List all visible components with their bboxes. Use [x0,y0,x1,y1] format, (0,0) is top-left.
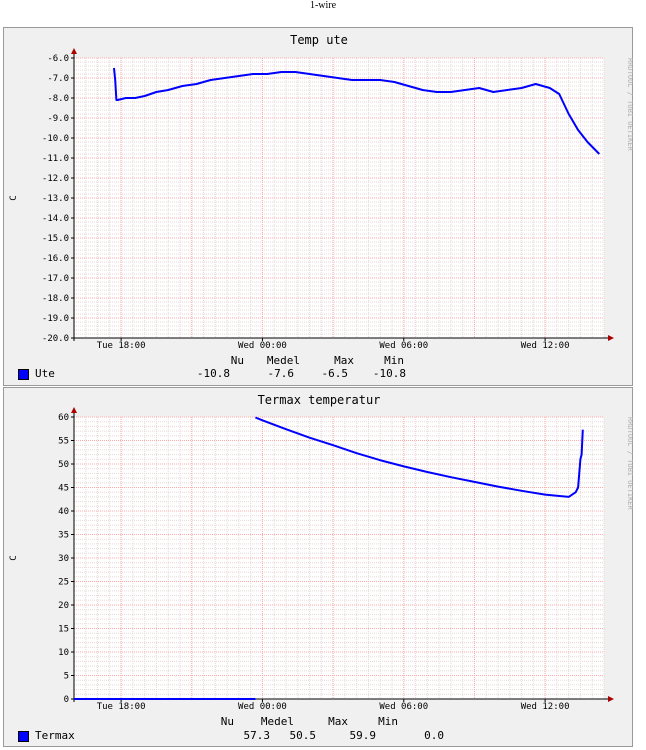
y-tick-label: -12.0 [42,174,69,184]
y-tick-label: 60 [58,413,69,423]
x-tick-label: Wed 12:00 [521,341,570,351]
x-tick-label: Wed 06:00 [379,702,428,712]
y-axis-label: C [9,555,19,560]
y-tick-label: -11.0 [42,154,69,164]
y-tick-label: -8.0 [47,94,69,104]
watermark: RRDTOOL / TOBI OETIKER [626,58,634,152]
y-tick-label: 30 [58,554,69,564]
x-tick-label: Wed 00:00 [238,702,287,712]
stat-header-now: Nu [230,354,244,367]
y-tick-label: -17.0 [42,274,69,284]
stat-header-avg: Medel [266,354,300,367]
y-tick-label: 35 [58,531,69,541]
y-tick-label: -14.0 [42,214,69,224]
y-tick-label: 45 [58,484,69,494]
y-axis-label: C [9,195,19,200]
y-tick-label: -7.0 [47,74,69,84]
legend-label-ute: Ute [35,367,55,380]
chart-title: Termax temperatur [258,393,381,407]
x-tick-label: Tue 18:00 [97,341,146,351]
stat-now: -10.8 [196,367,230,380]
y-tick-label: 25 [58,578,69,588]
y-tick-label: -16.0 [42,254,69,264]
y-tick-label: 10 [58,648,69,658]
y-tick-label: -18.0 [42,294,69,304]
y-tick-label: 40 [58,507,69,517]
legend-termax: Termax [18,729,75,742]
x-tick-label: Wed 00:00 [238,341,287,351]
y-axis-arrow [71,48,77,54]
y-tick-label: 15 [58,625,69,635]
x-tick-label: Wed 06:00 [379,341,428,351]
y-tick-label: 50 [58,460,69,470]
y-tick-label: -6.0 [47,54,69,64]
stat-header-max: Max [328,715,348,728]
y-tick-label: 5 [64,672,69,682]
chart-title: Temp ute [290,33,348,47]
y-axis-arrow [71,407,77,413]
legend-label-termax: Termax [35,729,75,742]
legend-swatch-ute [18,368,29,380]
y-tick-label: 20 [58,601,69,611]
series-line-0 [113,67,601,155]
legend-ute: Ute [18,367,55,380]
graph-termax: Termax temperatur 0 5 10 15 20 25 30 35 40 45 50 55 6… [3,387,634,747]
stat-header-avg: Medel [260,715,294,728]
stat-min: -10.8 [372,367,406,380]
y-tick-label: 55 [58,437,69,447]
legend-swatch-termax [18,730,29,742]
y-tick-label: -9.0 [47,114,69,124]
stat-header-min: Min [378,715,398,728]
stat-header-max: Max [334,354,354,367]
stat-header-min: Min [384,354,404,367]
page-header: 1-wire [309,0,337,11]
chart-temp-ute: Temp ute -6.0 -7.0 -8.0 -9.0 -10.0 -11.0 -12.0 -… [9,33,634,351]
watermark: RRDTOOL / TOBI OETIKER [626,417,634,511]
y-tick-label: 0 [64,695,69,705]
stat-max: -6.5 [321,367,349,380]
stat-header-now: Nu [220,715,234,728]
y-tick-label: -10.0 [42,134,69,144]
y-tick-label: -20.0 [42,334,69,344]
stat-now: 57.3 [243,729,271,742]
y-tick-label: -13.0 [42,194,69,204]
stat-avg: 50.5 [289,729,317,742]
x-axis-arrow [608,696,614,702]
y-tick-label: -19.0 [42,314,69,324]
stat-min: 0.0 [424,729,444,742]
stat-avg: -7.6 [267,367,295,380]
x-axis-arrow [608,335,614,341]
series-line-1 [255,416,584,498]
x-tick-label: Tue 18:00 [97,702,146,712]
chart-termax: Termax temperatur 0 5 10 15 20 25 30 35 40 45 50 55 6… [9,393,634,712]
x-tick-label: Wed 12:00 [521,702,570,712]
graph-temp-ute: Temp ute -6.0 -7.0 -8.0 -9.0 -10.0 -11.0 -12.0 -… [3,27,634,386]
stat-max: 59.9 [349,729,377,742]
y-tick-label: -15.0 [42,234,69,244]
